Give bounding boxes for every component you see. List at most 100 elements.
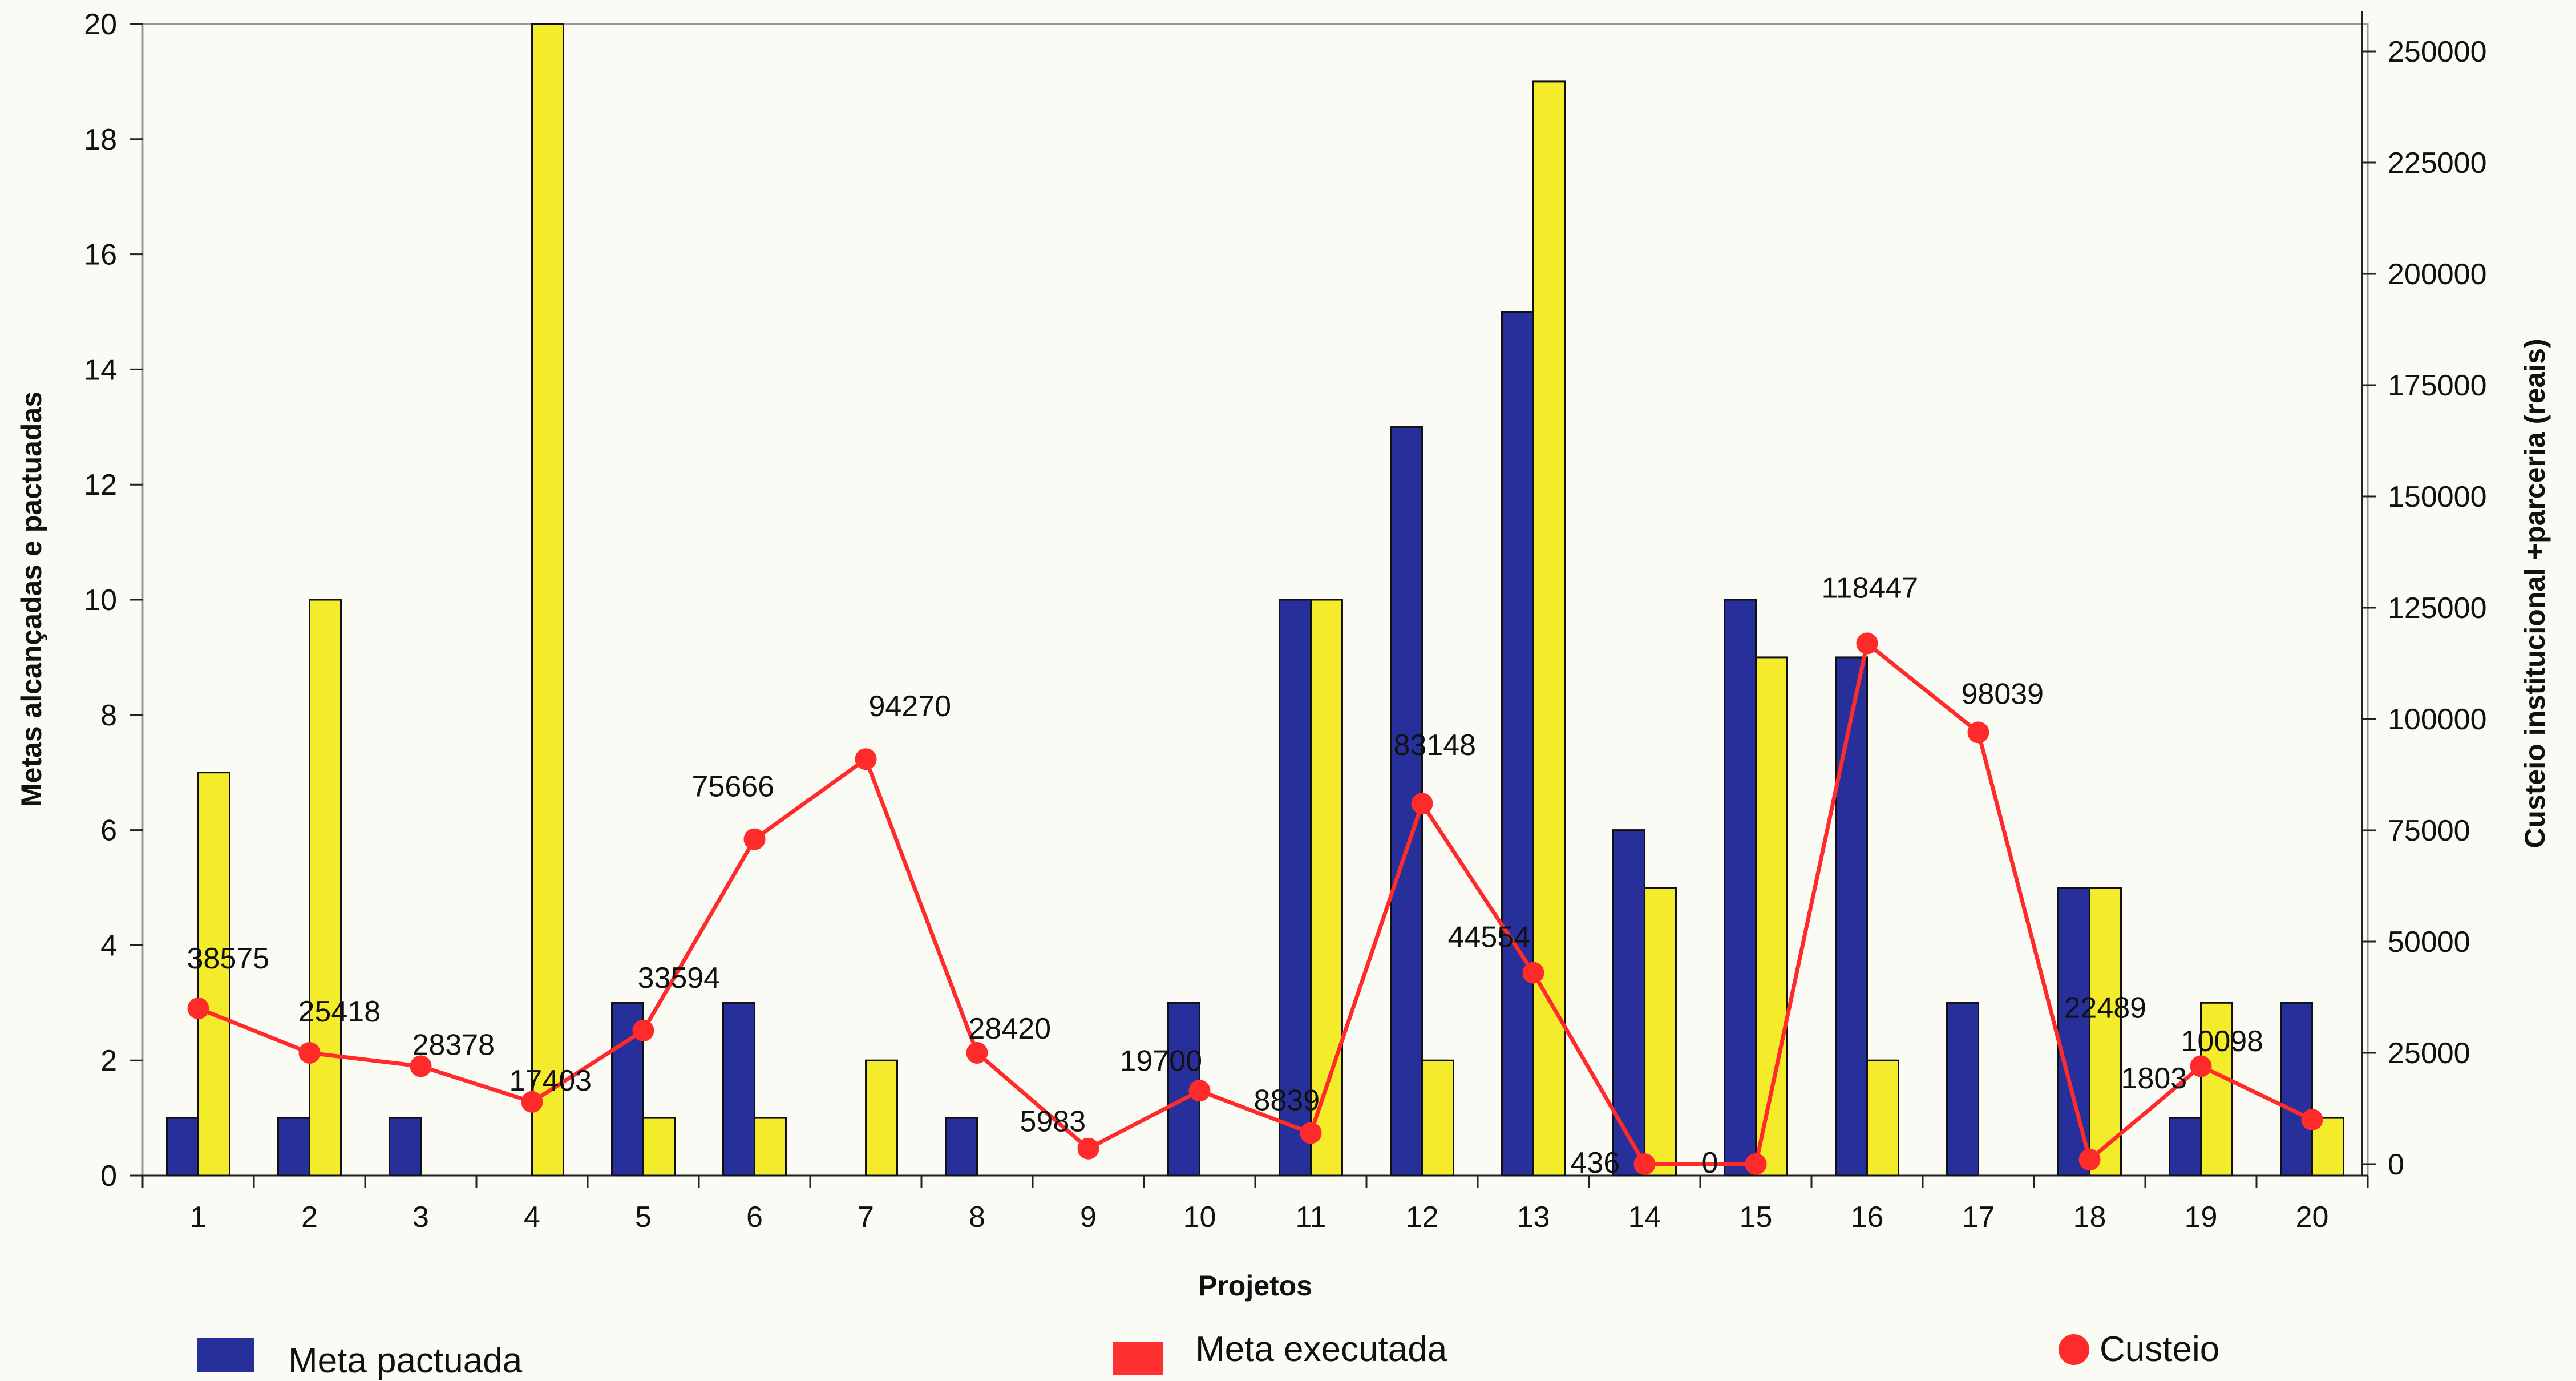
custeio-data-label: 19700	[1120, 1044, 1203, 1077]
x-axis: 1 2 3 4 5 6 7 8 9 10 11 12 13 14 15 16 17 18 19 20	[141, 1174, 2369, 1234]
meta-executada-bar	[1532, 80, 1566, 1177]
custeio-point	[2078, 1149, 2101, 1171]
custeio-data-label: 10098	[2181, 1025, 2264, 1058]
x-axis-title: Projetos	[1198, 1270, 1312, 1302]
x-tick-label: 13	[1517, 1201, 1550, 1234]
meta-executada-bar	[642, 1117, 676, 1177]
custeio-point	[1411, 793, 1433, 815]
left-tick-label: 0	[100, 1160, 117, 1193]
x-tick-label: 5	[635, 1201, 652, 1234]
custeio-point	[521, 1091, 543, 1113]
legend-label-meta-pactuada: Meta pactuada	[288, 1341, 523, 1380]
x-tick-label: 7	[858, 1201, 874, 1234]
right-tick-label: 50000	[2388, 926, 2470, 959]
x-tick-label: 17	[1962, 1201, 1995, 1234]
right-tick-label: 150000	[2388, 480, 2487, 514]
right-tick-label: 125000	[2388, 592, 2487, 625]
meta-pactuada-bar	[2057, 887, 2090, 1177]
x-tick-label: 19	[2185, 1201, 2218, 1234]
right-tick-label: 175000	[2388, 369, 2487, 402]
meta-pactuada-bar	[722, 1002, 755, 1177]
left-tick-label: 10	[84, 584, 117, 617]
x-tick-label: 3	[413, 1201, 429, 1234]
x-tick-label: 6	[746, 1201, 763, 1234]
custeio-point	[187, 998, 209, 1019]
custeio-data-label: 98039	[1962, 677, 2044, 710]
meta-pactuada-bar	[1279, 599, 1312, 1177]
left-axis-title: Metas alcançadas e pactuadas	[15, 391, 47, 807]
custeio-point	[1745, 1153, 1767, 1175]
custeio-point	[1967, 721, 1989, 744]
x-tick-label: 2	[301, 1201, 318, 1234]
custeio-data-label: 5983	[1020, 1105, 1086, 1138]
custeio-point	[1300, 1122, 1322, 1144]
meta-pactuada-bar	[2169, 1117, 2202, 1177]
left-tick-label: 2	[100, 1044, 117, 1077]
custeio-data-label: 0	[1702, 1146, 1718, 1180]
custeio-point	[1077, 1137, 1099, 1160]
meta-executada-bar	[1421, 1059, 1454, 1177]
meta-executada-bar	[865, 1059, 898, 1177]
x-tick-label: 9	[1080, 1201, 1097, 1234]
custeio-data-label: 33594	[638, 962, 721, 995]
custeio-data-label: 94270	[869, 690, 952, 723]
left-tick-label: 6	[100, 814, 117, 847]
left-tick-label: 18	[84, 123, 117, 156]
custeio-line	[187, 632, 2323, 1175]
x-tick-label: 4	[524, 1201, 540, 1234]
left-tick-label: 20	[84, 8, 117, 41]
bars	[166, 23, 2344, 1177]
meta-executada-bar	[2200, 1002, 2233, 1177]
custeio-line-path	[197, 641, 2314, 1166]
meta-pactuada-bar	[2280, 1002, 2313, 1177]
meta-executada-bar	[197, 772, 230, 1177]
meta-pactuada-bar	[1501, 311, 1534, 1177]
x-tick-label: 18	[2073, 1201, 2106, 1234]
meta-pactuada-bar	[389, 1117, 422, 1177]
x-tick-label: 15	[1740, 1201, 1773, 1234]
left-tick-label: 8	[100, 699, 117, 732]
x-tick-label: 11	[1296, 1201, 1327, 1234]
legend: Meta pactuada Meta executada Custeio	[197, 1330, 2219, 1380]
right-axis: 0 25000 50000 75000 100000 125000 150000 175000…	[2361, 11, 2487, 1181]
meta-pactuada-bar	[1946, 1002, 1979, 1177]
left-tick-label: 14	[84, 353, 117, 386]
legend-marker-custeio	[2059, 1334, 2089, 1365]
meta-pactuada-bar	[1835, 656, 1868, 1177]
custeio-point	[1633, 1153, 1656, 1175]
custeio-data-label: 44554	[1448, 921, 1531, 954]
right-tick-label: 25000	[2388, 1037, 2470, 1070]
custeio-point	[1188, 1080, 1211, 1102]
left-axis: 0 2 4 6 8 10 12 14 16 18 20	[84, 8, 143, 1193]
meta-executada-bar	[1310, 599, 1343, 1177]
meta-executada-bar	[2089, 887, 2122, 1177]
right-tick-label: 225000	[2388, 147, 2487, 180]
x-tick-label: 10	[1183, 1201, 1216, 1234]
custeio-data-label: 75666	[692, 770, 775, 803]
meta-pactuada-bar	[277, 1117, 310, 1177]
meta-executada-bar	[309, 599, 342, 1177]
custeio-data-label: 28420	[969, 1012, 1052, 1045]
custeio-data-label: 38575	[187, 942, 270, 975]
right-tick-label: 250000	[2388, 35, 2487, 68]
legend-swatch-meta-pactuada	[197, 1338, 254, 1372]
right-tick-label: 0	[2388, 1148, 2404, 1181]
meta-executada-bar	[1866, 1059, 1899, 1177]
custeio-point	[1522, 962, 1544, 984]
x-tick-label: 12	[1406, 1201, 1439, 1234]
custeio-point	[410, 1055, 432, 1077]
custeio-point	[2301, 1109, 2323, 1130]
custeio-point	[743, 828, 766, 850]
right-tick-label: 200000	[2388, 258, 2487, 291]
meta-pactuada-bar	[945, 1117, 978, 1177]
custeio-point	[298, 1042, 321, 1064]
left-tick-label: 4	[100, 929, 117, 962]
legend-label-custeio: Custeio	[2100, 1330, 2219, 1369]
custeio-data-label: 22489	[2064, 991, 2147, 1024]
data-labels: 38575 25418 28378 17403 33594 75666 94270 28420…	[187, 571, 2264, 1180]
meta-executada-bar	[754, 1117, 787, 1177]
custeio-data-label: 25418	[298, 995, 381, 1028]
meta-executada-bar	[1644, 887, 1677, 1177]
left-tick-label: 12	[84, 469, 117, 502]
